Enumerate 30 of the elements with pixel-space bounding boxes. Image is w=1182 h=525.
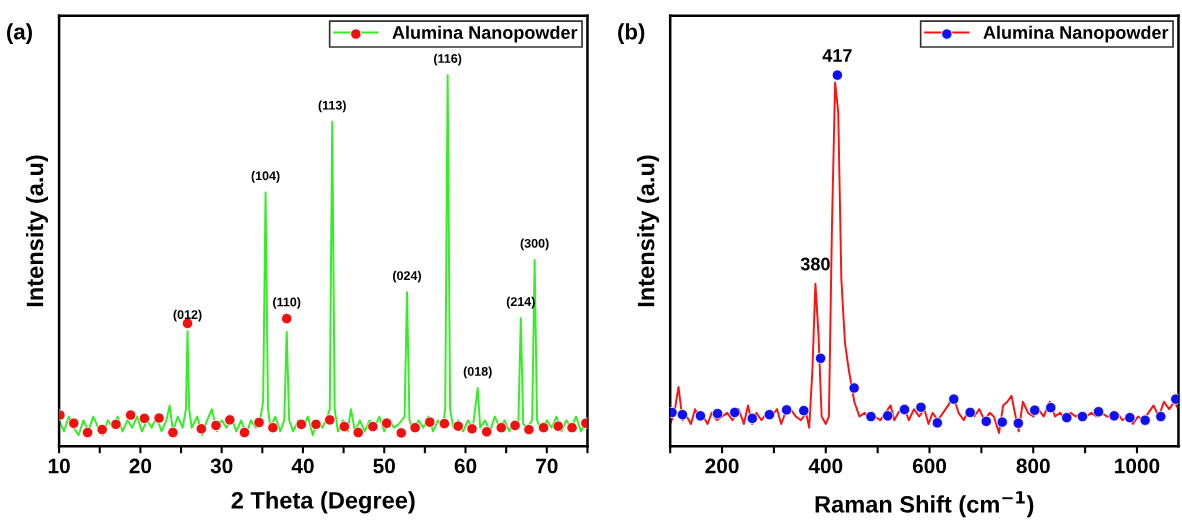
x-tick-label: 50 [373, 458, 395, 474]
text: (b) [618, 23, 645, 44]
x-axis-title: Raman Shift (cm$^{−1}$) [815, 491, 1034, 518]
x-tick-label: 60 [454, 458, 477, 474]
annotation: (300) [520, 238, 549, 251]
annotation: 380 [800, 257, 830, 271]
annotation: (113) [318, 100, 346, 113]
x-tick-label: 70 [536, 458, 558, 474]
x-tick-label: 30 [210, 458, 233, 474]
x-tick-label: 40 [291, 458, 314, 474]
x-tick-label: 200 [705, 458, 739, 474]
annotation: (110) [273, 297, 301, 309]
annotation: (018) [463, 366, 492, 379]
legend-label: Alumina Nanopowder [392, 25, 578, 43]
x-tick-label: 20 [129, 458, 152, 474]
x-tick-label: 600 [912, 458, 947, 474]
x-tick-label: 800 [1016, 458, 1050, 474]
x-axis-title: 2 Theta (Degree) [231, 491, 415, 514]
x-tick-label: 10 [48, 458, 70, 474]
y-axis-title: Intensity (a.u) [25, 155, 48, 307]
annotation: 417 [822, 49, 852, 62]
annotation: (116) [434, 53, 462, 66]
x-tick-label: 400 [808, 458, 843, 474]
annotation: (012) [173, 309, 202, 322]
annotation: (024) [393, 270, 421, 283]
text: (a) [7, 23, 32, 44]
legend-label: Alumina Nanopowder [983, 25, 1169, 43]
annotation: (104) [251, 171, 280, 183]
x-tick-label: 1000 [1115, 458, 1160, 474]
y-axis-title: Intensity (a.u) [637, 155, 660, 307]
